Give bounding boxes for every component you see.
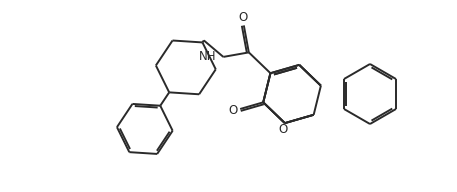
Text: O: O	[238, 11, 247, 24]
Text: O: O	[229, 104, 238, 118]
Text: O: O	[279, 123, 288, 137]
Text: NH: NH	[199, 50, 216, 63]
